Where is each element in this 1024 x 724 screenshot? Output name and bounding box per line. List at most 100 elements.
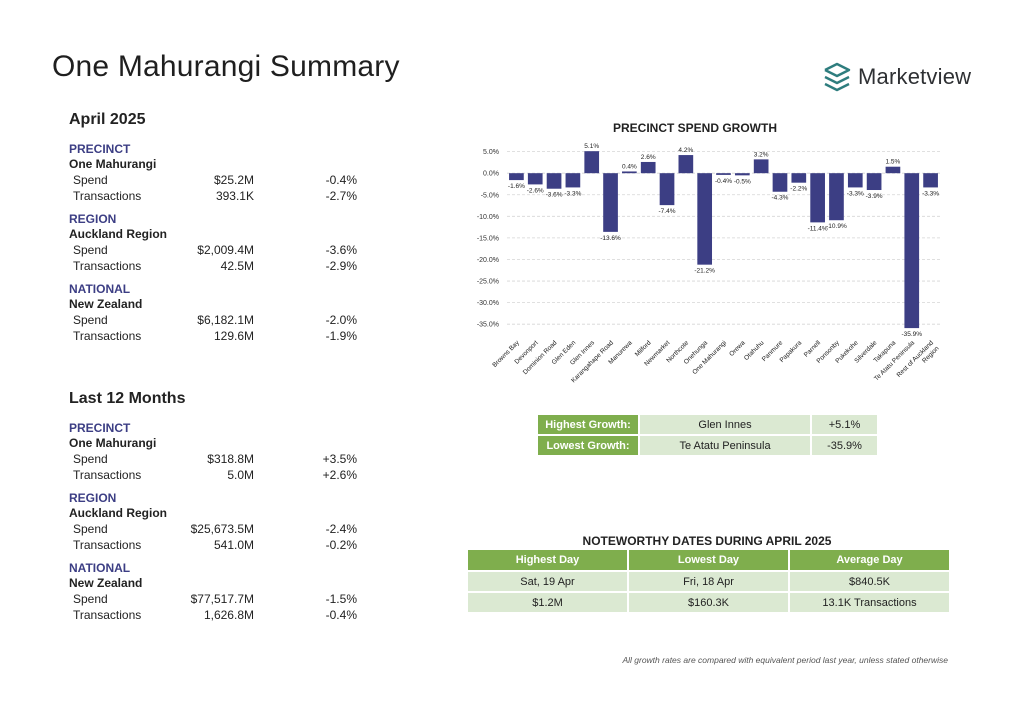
metric-name: Spend	[73, 592, 108, 606]
metric-value: $2,009.4M	[197, 243, 254, 257]
metric-row: Transactions 42.5M -2.9%	[69, 258, 369, 274]
metric-name: Spend	[73, 173, 108, 187]
bar-value-label: -3.3%	[847, 190, 864, 197]
page-title: One Mahurangi Summary	[52, 50, 400, 83]
group-label: NATIONAL	[69, 282, 131, 296]
x-tick-label: Rest of AucklandRegion	[896, 339, 941, 384]
metric-name: Spend	[73, 243, 108, 257]
noteworthy-title: NOTEWORTHY DATES DURING APRIL 2025	[582, 534, 832, 548]
bar-value-label: 2.6%	[641, 154, 656, 161]
chart-title: PRECINCT SPEND GROWTH	[612, 121, 777, 135]
metric-row: Spend $25.2M -0.4%	[69, 172, 369, 188]
metric-value: $77,517.7M	[190, 592, 254, 606]
metric-change: -0.2%	[325, 538, 357, 552]
metric-name: Spend	[73, 522, 108, 536]
column-header: Lowest Day	[627, 548, 790, 572]
metric-row: Transactions 393.1K -2.7%	[69, 188, 369, 204]
metric-change: +2.6%	[322, 468, 357, 482]
bar-value-label: 3.2%	[754, 151, 769, 158]
metric-name: Spend	[73, 452, 108, 466]
metric-change: -2.9%	[325, 259, 357, 273]
column-header: Average Day	[788, 548, 951, 572]
summary-last-12-months: Last 12 Months PRECINCT One Mahurangi Sp…	[69, 390, 369, 631]
bar	[622, 171, 637, 174]
metric-row: Spend $2,009.4M -3.6%	[69, 242, 369, 258]
table-row: Highest Growth: Glen Innes +5.1%	[536, 413, 879, 436]
metric-value: $6,182.1M	[197, 313, 254, 327]
y-tick-label: 5.0%	[483, 149, 499, 156]
growth-label: Highest Growth:	[536, 413, 640, 436]
group-label: NATIONAL	[69, 561, 131, 575]
metric-change: -0.4%	[325, 173, 357, 187]
group-label: PRECINCT	[69, 421, 131, 435]
footnote: All growth rates are compared with equiv…	[622, 655, 948, 665]
metric-change: -0.4%	[325, 608, 357, 622]
metric-name: Transactions	[73, 259, 142, 273]
metric-row: Transactions 129.6M -1.9%	[69, 328, 369, 344]
group-name: New Zealand	[69, 297, 143, 311]
summary-april: April 2025 PRECINCT One Mahurangi Spend …	[69, 111, 369, 352]
bar	[603, 173, 618, 232]
bar-value-label: -0.5%	[734, 178, 751, 185]
metric-row: Spend $6,182.1M -2.0%	[69, 312, 369, 328]
metric-name: Transactions	[73, 468, 142, 482]
group-label: REGION	[69, 212, 117, 226]
bar-value-label: -3.3%	[922, 190, 939, 197]
table-cell: Fri, 18 Apr	[627, 570, 790, 593]
y-tick-label: -20.0%	[477, 257, 499, 264]
period-title: Last 12 Months	[69, 390, 186, 407]
metric-name: Transactions	[73, 329, 142, 343]
bar	[584, 151, 600, 174]
bar-value-label: -2.6%	[527, 187, 544, 194]
table-cell: $1.2M	[466, 591, 629, 614]
metric-change: -3.6%	[325, 243, 357, 257]
bar	[659, 173, 675, 206]
bar	[640, 161, 656, 174]
metric-value: 42.5M	[220, 259, 254, 273]
bar-value-label: 0.4%	[622, 163, 637, 170]
bar-value-label: -3.6%	[546, 192, 563, 199]
bar-value-label: -1.6%	[508, 183, 525, 190]
bar	[829, 173, 844, 221]
metric-value: $25.2M	[213, 173, 254, 187]
group-name: One Mahurangi	[69, 157, 157, 171]
national-group: NATIONAL New Zealand Spend $77,517.7M -1…	[69, 561, 369, 623]
brand-name: Marketview	[858, 64, 972, 89]
region-group: REGION Auckland Region Spend $25,673.5M …	[69, 491, 369, 553]
bar	[509, 173, 524, 181]
metric-value: 393.1K	[215, 189, 254, 203]
group-name: One Mahurangi	[69, 436, 157, 450]
growth-label: Lowest Growth:	[536, 434, 640, 457]
bar-value-label: 4.2%	[678, 147, 693, 154]
bar-value-label: -21.2%	[694, 268, 715, 275]
bar	[847, 173, 863, 188]
bar	[791, 173, 807, 183]
bar-value-label: -3.3%	[564, 190, 581, 197]
metric-name: Spend	[73, 313, 108, 327]
national-group: NATIONAL New Zealand Spend $6,182.1M -2.…	[69, 282, 369, 344]
bar	[904, 173, 920, 329]
y-tick-label: -30.0%	[477, 300, 499, 307]
growth-precinct: Glen Innes	[638, 413, 812, 436]
group-name: Auckland Region	[69, 506, 168, 520]
bar	[697, 173, 713, 265]
metric-row: Spend $318.8M +3.5%	[69, 451, 369, 467]
bar	[923, 173, 938, 188]
table-row: Sat, 19 Apr Fri, 18 Apr $840.5K	[466, 570, 951, 593]
metric-value: 5.0M	[227, 468, 254, 482]
table-cell: 13.1K Transactions	[788, 591, 951, 614]
metric-row: Spend $77,517.7M -1.5%	[69, 591, 369, 607]
region-group: REGION Auckland Region Spend $2,009.4M -…	[69, 212, 369, 274]
table-row: $1.2M $160.3K 13.1K Transactions	[466, 591, 951, 614]
metric-value: 1,626.8M	[203, 608, 254, 622]
growth-summary-table: Highest Growth: Glen Innes +5.1% Lowest …	[536, 413, 879, 457]
table-header-row: Highest Day Lowest Day Average Day	[466, 548, 951, 572]
metric-change: -2.7%	[325, 189, 357, 203]
y-tick-label: -35.0%	[477, 322, 499, 329]
bar	[810, 173, 825, 223]
metric-name: Transactions	[73, 189, 142, 203]
group-label: PRECINCT	[69, 142, 131, 156]
bar	[885, 166, 901, 174]
bar-value-label: -10.9%	[826, 223, 847, 230]
group-name: New Zealand	[69, 576, 143, 590]
